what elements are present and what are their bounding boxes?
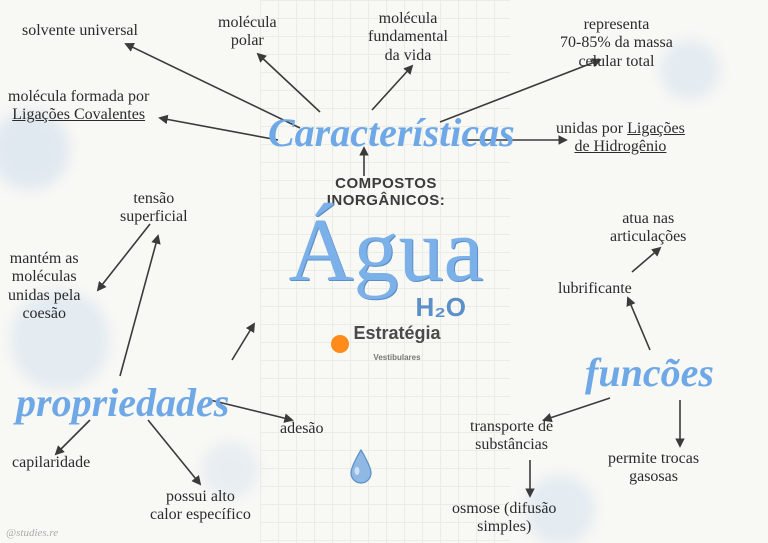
leaf-fundamental: moléculafundamentalda vida	[368, 10, 448, 65]
leaf-capilaridade: capilaridade	[12, 454, 90, 472]
water-drop-icon	[348, 448, 374, 484]
leaf-gasosas: permite trocasgasosas	[608, 450, 699, 487]
brand-icon	[331, 335, 349, 353]
leaf-polar: moléculapolar	[218, 14, 277, 51]
leaf-transporte: transporte desubstâncias	[470, 418, 553, 455]
leaf-adesao: adesão	[280, 420, 324, 438]
leaf-covalentes: molécula formada porLigações Covalentes	[8, 88, 149, 125]
leaf-osmose: osmose (difusãosimples)	[452, 500, 556, 537]
leaf-tensao: tensãosuperficial	[120, 190, 188, 227]
hub-funcoes: funcões	[585, 350, 714, 396]
arrow	[98, 224, 150, 290]
arrow	[544, 398, 610, 420]
brand-text: Estratégia	[353, 323, 440, 343]
leaf-massa: representa70-85% da massacelular total	[560, 16, 673, 71]
hub-caracteristicas: Características	[268, 110, 515, 156]
leaf-calor: possui altocalor específico	[150, 488, 251, 525]
brand: Estratégia Vestibulares	[286, 323, 486, 365]
leaf-articulacoes: atua nasarticulações	[610, 210, 686, 247]
hub-propriedades: propriedades	[16, 380, 229, 426]
arrow	[628, 298, 650, 350]
arrow	[232, 324, 254, 360]
main-word: Água	[286, 213, 486, 290]
arrow	[120, 236, 158, 376]
brand-sub: Vestibulares	[373, 353, 420, 362]
credit: @studies.re	[6, 527, 58, 539]
leaf-hidrogenio: unidas por Ligaçõesde Hidrogênio	[556, 120, 685, 157]
leaf-solvente: solvente universal	[22, 22, 138, 40]
arrow	[632, 248, 660, 272]
overline-1: COMPOSTOS	[335, 175, 437, 192]
leaf-lubrificante: lubrificante	[558, 280, 632, 298]
leaf-coesao: mantém asmoléculasunidas pelacoesão	[8, 250, 80, 324]
arrow	[148, 420, 200, 484]
center-title: COMPOSTOS INORGÂNICOS: Água H₂O Estratég…	[286, 176, 486, 365]
